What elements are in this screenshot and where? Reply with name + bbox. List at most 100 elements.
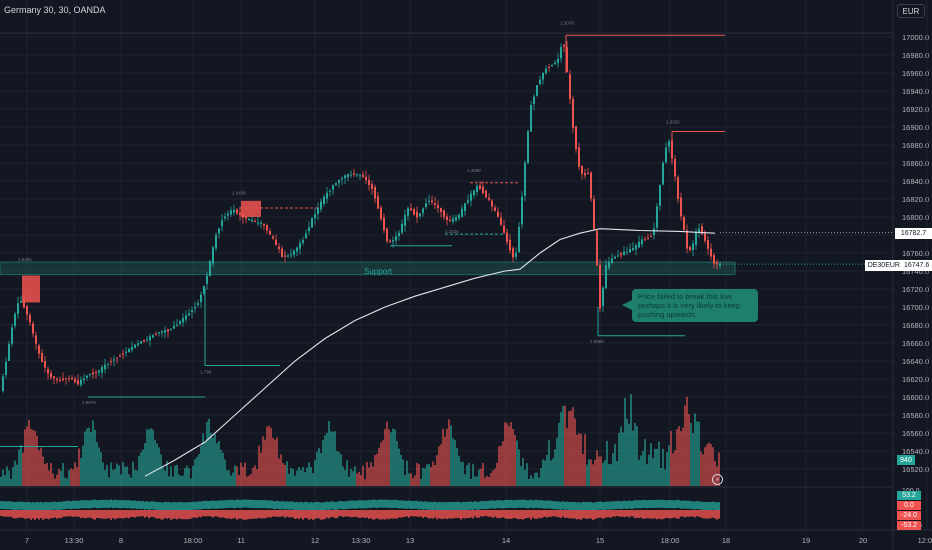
osc-bar-up [322, 502, 324, 511]
symbol-title[interactable]: Germany 30, 30, OANDA [4, 5, 106, 15]
osc-bar-up [646, 500, 648, 509]
osc-bar-down [286, 510, 288, 517]
osc-bar-down [214, 510, 216, 517]
osc-bar-up [26, 502, 28, 511]
volume-bar [590, 459, 592, 486]
volume-bar [126, 466, 128, 486]
volume-bar [558, 422, 560, 486]
osc-bar-up [156, 502, 158, 511]
volume-bar [62, 463, 64, 486]
candle-body [230, 210, 232, 215]
candle-body [173, 325, 175, 329]
osc-bar-up [462, 501, 464, 510]
osc-bar-up [612, 501, 614, 510]
osc-bar-down [186, 510, 188, 520]
osc-bar-up [538, 500, 540, 509]
osc-bar-down [102, 510, 104, 519]
volume-bar [284, 464, 286, 486]
candle-body [662, 163, 664, 185]
volume-bar [388, 429, 390, 486]
osc-bar-down [442, 510, 444, 520]
osc-bar-up [490, 500, 492, 509]
osc-bar-down [198, 510, 200, 517]
osc-bar-down [44, 510, 46, 519]
osc-bar-down [706, 510, 708, 519]
osc-bar-down [296, 510, 298, 519]
volume-bar [380, 442, 382, 486]
osc-bar-down [180, 510, 182, 519]
annotation-callout[interactable]: Price failed to break this low, perhaps … [632, 289, 758, 322]
volume-bar [422, 467, 424, 486]
volume-bar [148, 429, 150, 486]
volume-bar [166, 460, 168, 486]
candle-body [428, 200, 430, 202]
osc-bar-up [546, 500, 548, 509]
volume-bar [318, 447, 320, 486]
osc-bar-up [30, 502, 32, 511]
osc-bar-down [368, 510, 370, 519]
osc-bar-up [180, 502, 182, 511]
lightning-icon[interactable]: ⚡ [712, 474, 723, 485]
volume-bar [696, 421, 698, 486]
candle-body [320, 201, 322, 210]
osc-bar-up [444, 501, 446, 510]
volume-bar [410, 473, 412, 486]
osc-bar-down [686, 510, 688, 517]
osc-bar-up [706, 502, 708, 511]
volume-bar [548, 440, 550, 486]
candle-body [158, 332, 160, 334]
osc-bar-down [660, 510, 662, 520]
osc-bar-up [14, 501, 16, 510]
volume-bar [334, 431, 336, 486]
osc-bar-down [6, 510, 8, 517]
osc-bar-up [354, 500, 356, 509]
volume-bar [478, 469, 480, 486]
candle-body [440, 208, 442, 212]
osc-bar-down [710, 510, 712, 519]
osc-bar-down [350, 510, 352, 518]
currency-badge[interactable]: EUR [897, 4, 925, 18]
osc-bar-down [332, 510, 334, 517]
osc-bar-up [192, 501, 194, 510]
price-tick-label: 16960.0 [902, 69, 929, 78]
osc-bar-down [714, 510, 716, 519]
volume-bar [14, 460, 16, 486]
volume-bar [426, 464, 428, 486]
candle-body [704, 232, 706, 241]
osc-bar-down [22, 510, 24, 518]
osc-bar-up [158, 501, 160, 510]
volume-bar [680, 431, 682, 486]
osc-bar-up [148, 501, 150, 510]
candle-body [341, 178, 343, 180]
price-tick-label: 16620.0 [902, 375, 929, 384]
osc-bar-up [268, 500, 270, 509]
volume-bar [132, 461, 134, 486]
volume-bar [624, 398, 626, 486]
volume-bar [86, 428, 88, 486]
volume-bar [342, 466, 344, 486]
volume-bar [576, 434, 578, 486]
osc-bar-up [496, 500, 498, 509]
volume-bar [330, 431, 332, 486]
osc-bar-up [450, 502, 452, 511]
osc-bar-up [640, 500, 642, 509]
osc-bar-up [120, 500, 122, 509]
volume-bar [248, 475, 250, 486]
candle-body [143, 339, 145, 342]
osc-bar-up [504, 500, 506, 509]
candle-body [110, 361, 112, 363]
osc-bar-down [228, 510, 230, 519]
osc-bar-up [620, 501, 622, 510]
osc-bar-up [126, 500, 128, 509]
osc-bar-up [660, 499, 662, 508]
osc-bar-down [550, 510, 552, 517]
osc-bar-up [616, 501, 618, 510]
candle-body [71, 378, 73, 380]
candle-body [392, 239, 394, 242]
osc-bar-down [504, 510, 506, 519]
candle-body [575, 126, 577, 150]
osc-bar-up [72, 500, 74, 509]
volume-bar [578, 433, 580, 486]
osc-bar-down [348, 510, 350, 517]
